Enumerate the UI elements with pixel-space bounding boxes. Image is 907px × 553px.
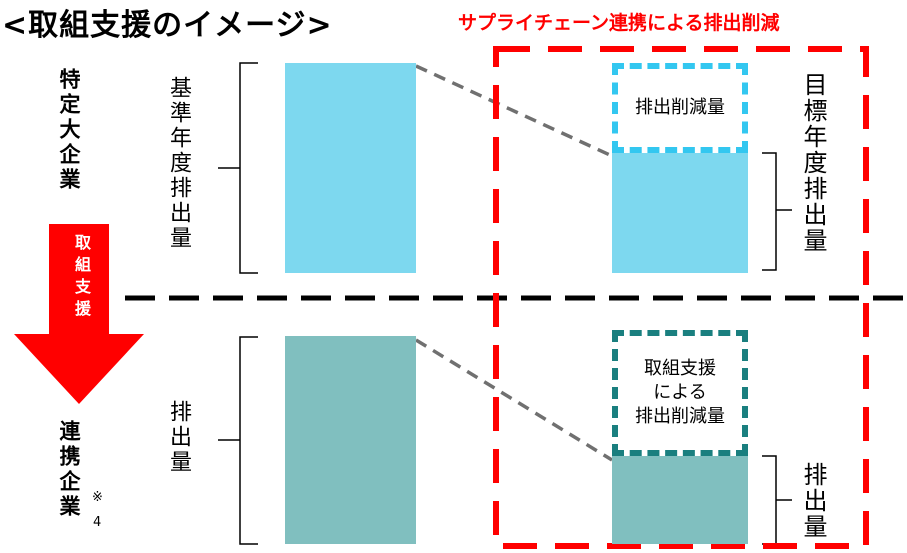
support-arrow <box>14 224 144 404</box>
note-number: 4 <box>93 515 102 530</box>
support-arrow-label: 取組支援 <box>72 234 91 322</box>
note-mark: ※ <box>92 490 103 505</box>
bottom-before-bar <box>285 336 416 544</box>
emission-label-after: 排出量 <box>799 462 827 540</box>
partner-company-label: 連携企業 <box>57 420 81 520</box>
bottom-right-bracket <box>762 455 777 545</box>
bottom-diagonal-line <box>415 338 613 462</box>
top-target-bar <box>612 153 748 273</box>
top-reduction-label: 排出削減量 <box>635 97 725 118</box>
top-diagonal-line <box>415 64 613 158</box>
diagram-subtitle: サプライチェーン連携による排出削減 <box>458 12 780 34</box>
supply-chain-boundary <box>493 46 869 549</box>
top-right-bracket <box>762 152 777 271</box>
target-emission-label: 目標年度排出量 <box>799 72 827 254</box>
bottom-reduction-box: 取組支援 による 排出削減量 <box>612 330 748 456</box>
bottom-left-bracket <box>239 336 258 545</box>
top-baseline-bar <box>285 63 416 273</box>
top-left-bracket <box>239 62 258 274</box>
bottom-reduction-line-3: 排出削減量 <box>635 406 725 427</box>
specific-large-company-label: 特定大企業 <box>57 68 81 193</box>
bottom-reduction-line-2: による <box>653 382 707 403</box>
page-title: <取組支援のイメージ> <box>2 8 333 43</box>
baseline-emission-label: 基準年度排出量 <box>166 76 191 251</box>
top-reduction-box: 排出削減量 <box>612 63 748 153</box>
bottom-after-bar <box>612 456 748 544</box>
bottom-reduction-line-1: 取組支援 <box>644 358 716 379</box>
emission-label-before: 排出量 <box>166 400 191 475</box>
